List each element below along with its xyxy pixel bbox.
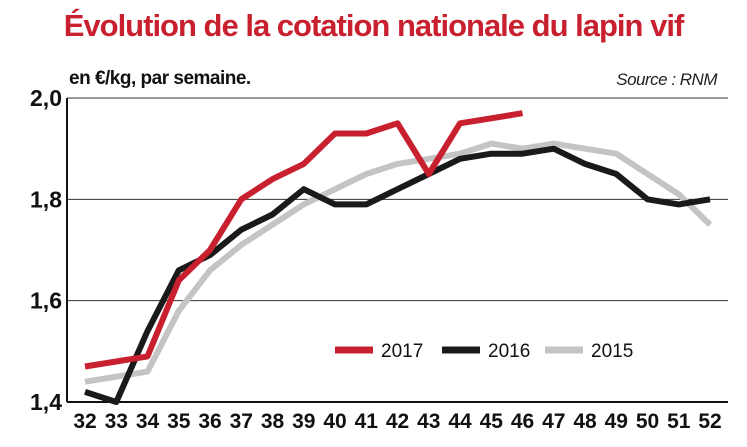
legend-label-2015: 2015 <box>591 341 633 362</box>
x-tick-label: 49 <box>605 410 628 433</box>
x-tick-label: 37 <box>230 410 253 433</box>
x-tick-label: 52 <box>698 410 721 433</box>
x-tick-label: 48 <box>573 410 597 433</box>
x-tick-label: 46 <box>511 410 534 433</box>
x-tick-label: 38 <box>261 410 285 433</box>
legend-label-2016: 2016 <box>488 341 530 362</box>
y-tick-label: 1,8 <box>30 186 62 212</box>
chart-subtitle: en €/kg, par semaine. <box>69 68 251 89</box>
x-tick-label: 33 <box>105 410 128 433</box>
series-line-2016 <box>84 145 711 405</box>
series-lines <box>84 110 713 405</box>
x-tick-label: 41 <box>355 410 379 433</box>
chart-title: Évolution de la cotation nationale du la… <box>63 8 685 43</box>
y-tick-label: 1,6 <box>30 288 62 314</box>
series-line-2017 <box>84 110 523 370</box>
x-tick-label: 40 <box>323 410 346 433</box>
x-tick-label: 51 <box>667 410 691 433</box>
y-tick-label: 1,4 <box>30 389 62 415</box>
chart-source: Source : RNM <box>616 70 717 89</box>
x-tick-label: 36 <box>198 410 221 433</box>
x-tick-label: 32 <box>73 410 96 433</box>
x-tick-label: 34 <box>136 410 160 433</box>
y-tick-labels: 1,4 1,6 1,8 2,0 <box>30 85 62 415</box>
x-tick-labels: 32 33 34 35 36 37 38 39 40 41 42 43 44 45 46 47 48 49 50 51… <box>73 410 721 433</box>
x-tick-label: 35 <box>167 410 191 433</box>
x-tick-label: 45 <box>480 410 504 433</box>
x-tick-label: 47 <box>542 410 565 433</box>
grid-lines <box>67 97 728 302</box>
x-tick-label: 43 <box>417 410 440 433</box>
x-tick-label: 39 <box>292 410 315 433</box>
y-tick-label: 2,0 <box>30 85 62 111</box>
legend: 2017 2016 2015 <box>335 341 633 362</box>
axes <box>66 98 728 403</box>
x-tick-label: 44 <box>448 410 472 433</box>
x-tick-label: 50 <box>636 410 659 433</box>
x-tick-label: 42 <box>386 410 409 433</box>
legend-label-2017: 2017 <box>381 341 423 362</box>
series-line-2015 <box>84 140 713 385</box>
